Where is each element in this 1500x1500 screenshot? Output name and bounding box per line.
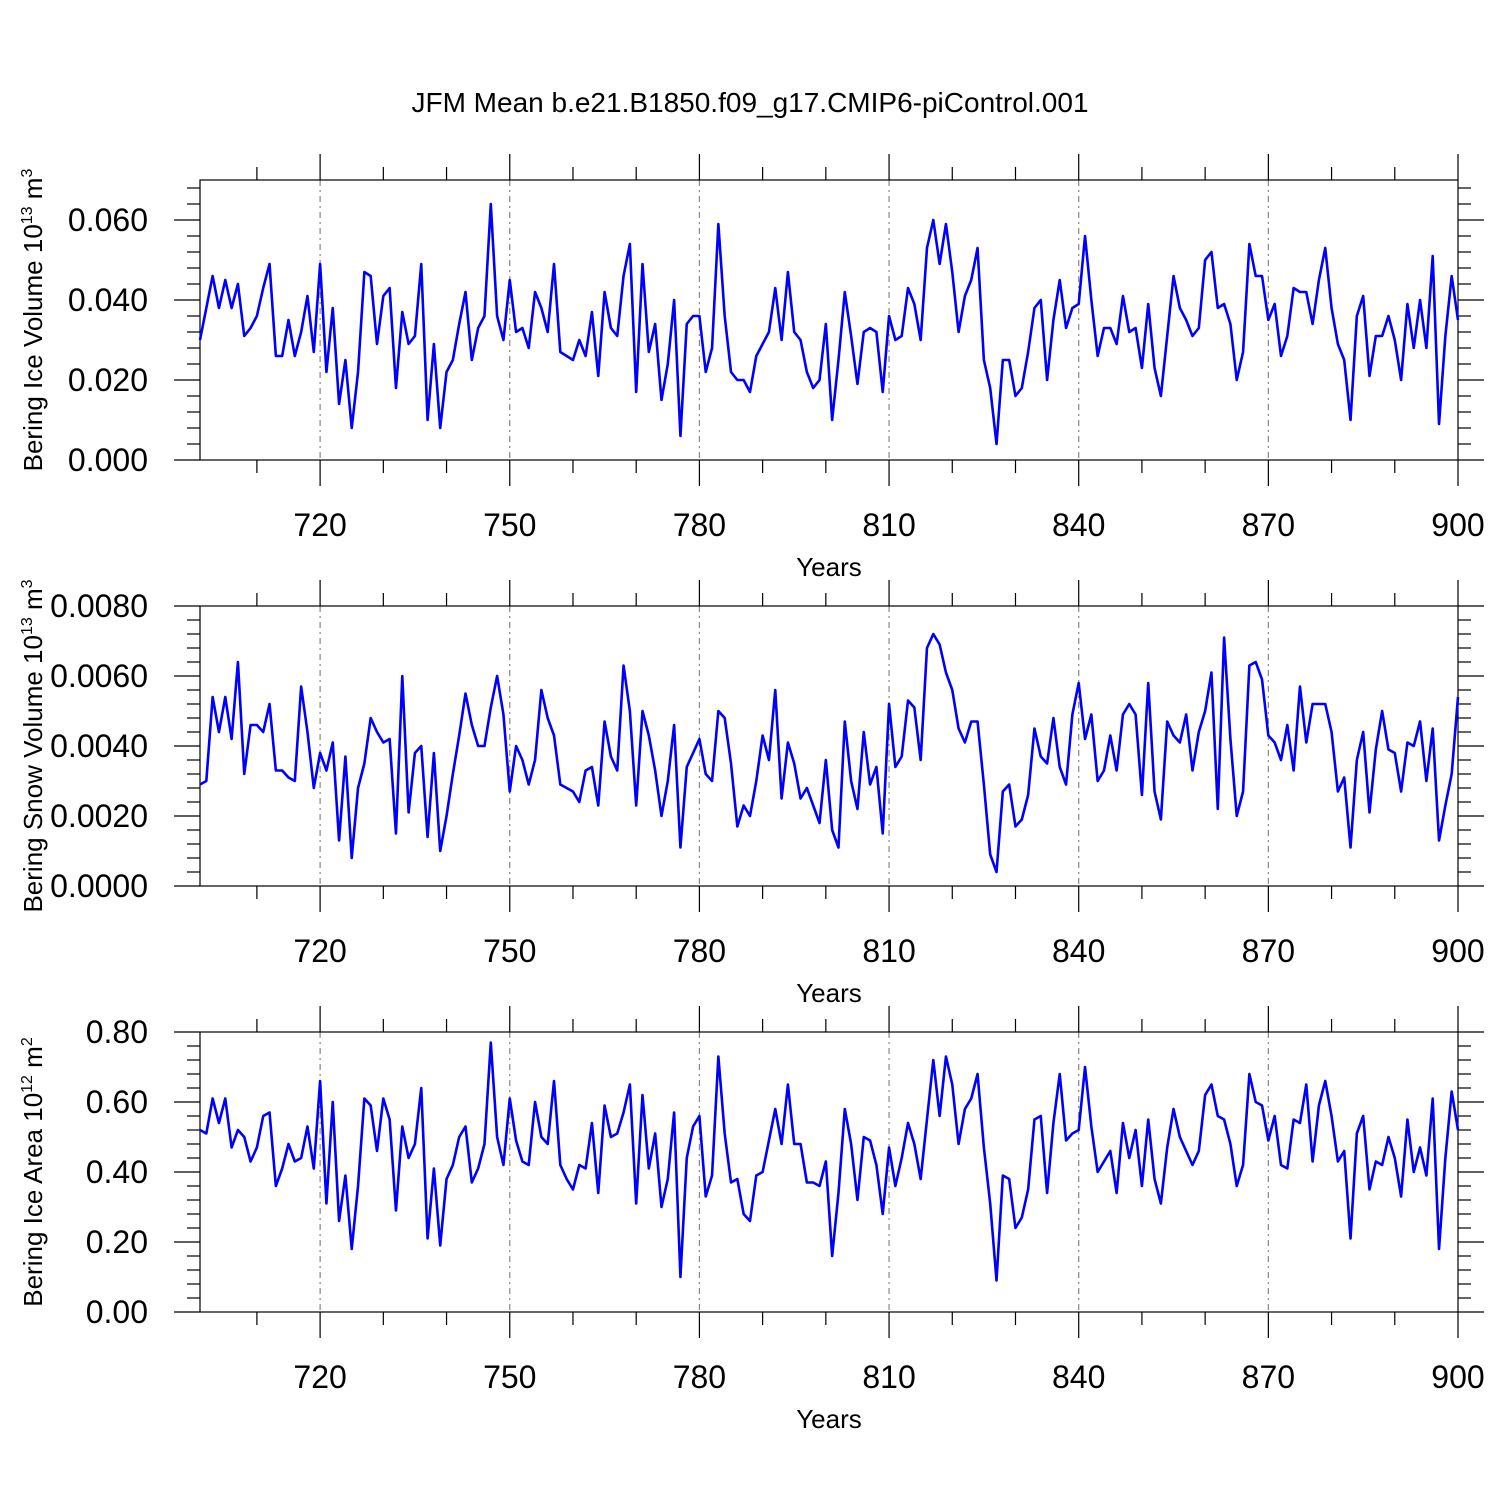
x-tick-label: 810 [862, 1359, 915, 1395]
x-tick-label: 810 [862, 933, 915, 969]
y-axis-label: Bering Ice Volume 1013 m3 [18, 169, 48, 472]
y-tick-label: 0.60 [86, 1084, 148, 1120]
y-tick-label: 0.0040 [50, 728, 148, 764]
y-tick-label: 0.0020 [50, 798, 148, 834]
y-axis-label: Bering Ice Area 1012 m2 [18, 1037, 48, 1307]
x-tick-label: 900 [1431, 507, 1484, 543]
y-tick-label: 0.0060 [50, 658, 148, 694]
chart-panels: 720 750 780 810 840 870 900 0.000 0.020 0.040 0.06… [18, 154, 1485, 1434]
x-tick-label: 720 [293, 1359, 346, 1395]
x-tick-label: 900 [1431, 1359, 1484, 1395]
y-tick-label: 0.0000 [50, 868, 148, 904]
x-axis-label: Years [796, 552, 862, 582]
series-line [199, 1041, 1460, 1282]
y-tick-label: 0.0080 [50, 588, 148, 624]
x-tick-label: 810 [862, 507, 915, 543]
y-tick-label: 0.020 [68, 362, 148, 398]
y-tick-label: 0.40 [86, 1154, 148, 1190]
x-tick-label: 870 [1242, 1359, 1295, 1395]
x-tick-label: 780 [673, 1359, 726, 1395]
chart-panel-3: 720 750 780 810 840 870 900 0.00 0.20 0.40 0.60 0.8… [18, 1006, 1485, 1434]
x-tick-label: 780 [673, 507, 726, 543]
plot-frame [199, 605, 1459, 887]
y-tick-label: 0.060 [68, 202, 148, 238]
x-tick-label: 780 [673, 933, 726, 969]
x-tick-label: 900 [1431, 933, 1484, 969]
y-tick-label: 0.000 [68, 442, 148, 478]
plot-frame [199, 1031, 1459, 1313]
x-tick-label: 870 [1242, 507, 1295, 543]
x-tick-label: 720 [293, 507, 346, 543]
y-tick-label: 0.80 [86, 1014, 148, 1050]
y-tick-label: 0.20 [86, 1224, 148, 1260]
y-tick-label: 0.00 [86, 1294, 148, 1330]
chart-title: JFM Mean b.e21.B1850.f09_g17.CMIP6-piCon… [411, 87, 1088, 118]
x-axis-label: Years [796, 978, 862, 1008]
y-axis-label: Bering Snow Volume 1013 m3 [18, 579, 48, 912]
x-tick-label: 840 [1052, 933, 1105, 969]
x-axis-label: Years [796, 1404, 862, 1434]
x-tick-label: 750 [483, 507, 536, 543]
series-line [199, 632, 1460, 874]
x-tick-label: 750 [483, 933, 536, 969]
chart-panel-1: 720 750 780 810 840 870 900 0.000 0.020 0.040 0.06… [18, 154, 1485, 582]
series-line [198, 202, 1460, 446]
chart-panel-2: 720 750 780 810 840 870 900 0.0000 0.0020 0.0040 0… [18, 579, 1485, 1008]
x-tick-label: 840 [1052, 1359, 1105, 1395]
y-tick-label: 0.040 [68, 282, 148, 318]
x-tick-label: 750 [483, 1359, 536, 1395]
x-tick-label: 840 [1052, 507, 1105, 543]
x-tick-label: 720 [293, 933, 346, 969]
x-tick-label: 870 [1242, 933, 1295, 969]
